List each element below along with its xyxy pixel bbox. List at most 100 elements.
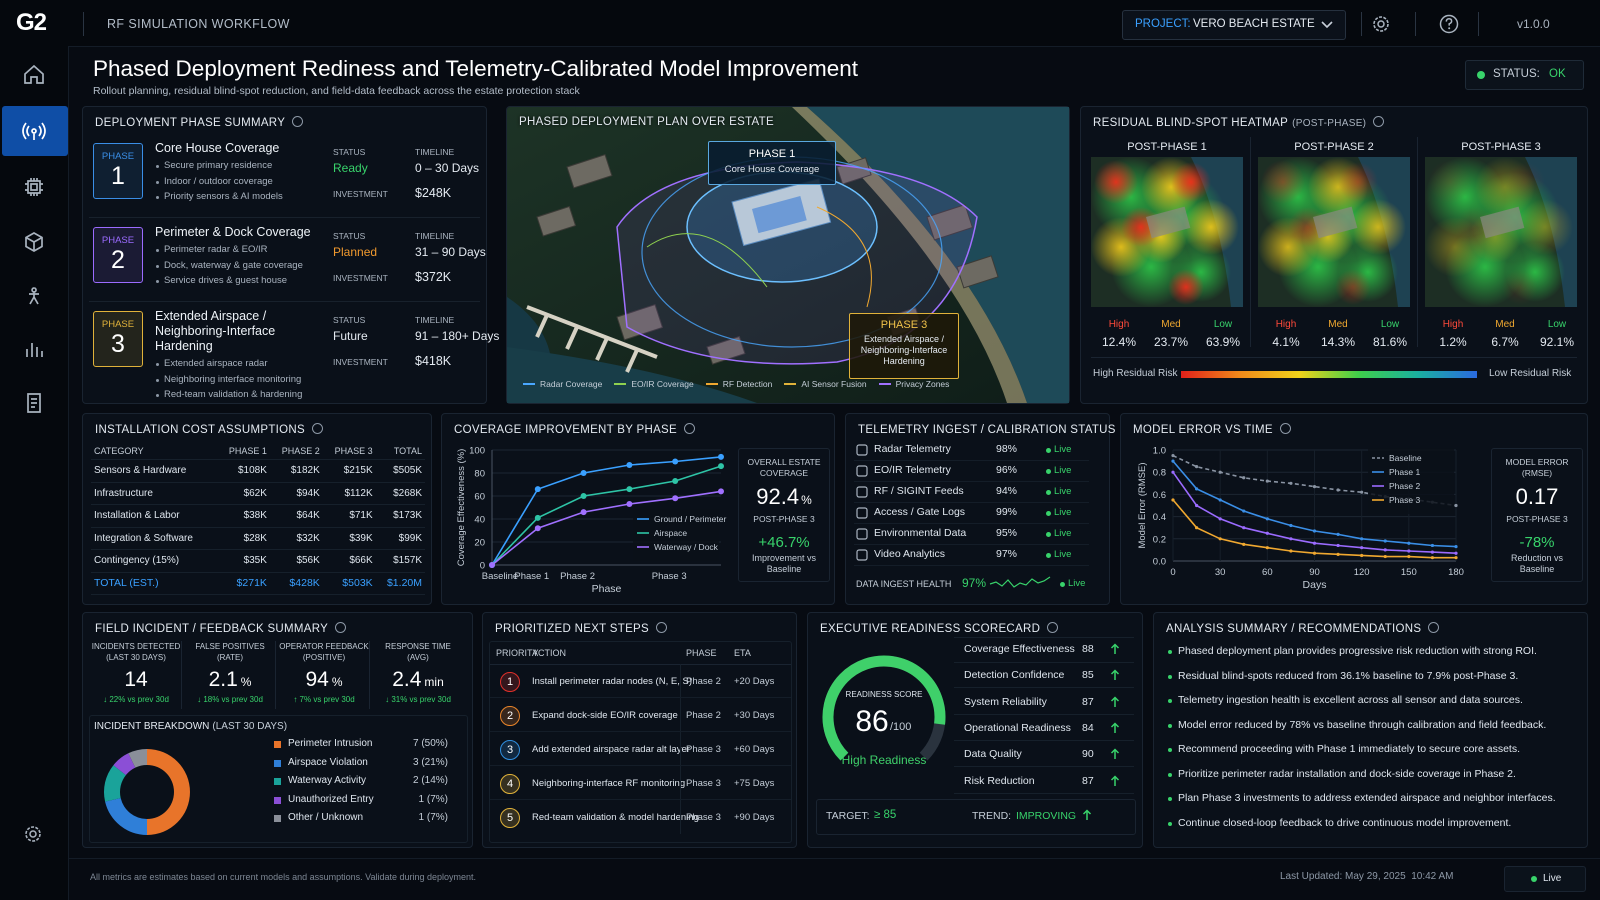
- column-header: PHASE: [686, 648, 717, 658]
- data-point: [580, 509, 587, 516]
- data-point: [1407, 554, 1411, 559]
- column-divider: [680, 732, 681, 766]
- help-button[interactable]: [1438, 13, 1460, 35]
- settings-button[interactable]: [1370, 13, 1392, 35]
- phase-bullet: Indoor / outdoor coverage: [155, 174, 325, 190]
- phase-info: Extended Airspace / Neighboring-Interfac…: [155, 309, 325, 403]
- cell: $94K: [269, 482, 323, 505]
- kpi-delta: ↑ 7% vs prev 30d: [293, 695, 355, 704]
- donut-chart: [104, 749, 190, 835]
- legend-item: RF Detection: [705, 379, 772, 389]
- heatmap-level: Low: [1380, 319, 1400, 330]
- cell: $66K: [322, 549, 376, 573]
- legend-label: Unauthorized Entry: [288, 793, 374, 805]
- phase-name: Perimeter & Dock Coverage: [155, 225, 311, 239]
- sidebar-settings[interactable]: [22, 823, 44, 845]
- title-suffix: (POST-PHASE): [1292, 118, 1367, 129]
- nav-glyph: [24, 64, 44, 84]
- cell: PHASE 3: [322, 442, 376, 460]
- step-phase: Phase 2: [686, 710, 721, 721]
- live-dot: [1046, 553, 1051, 558]
- phase-number: 3: [111, 330, 125, 358]
- legend-swatch: [274, 796, 281, 804]
- nav-icon[interactable]: [22, 337, 46, 361]
- model-error-panel: MODEL ERROR VS TIME 0.0 0.2 0.4 0.6 0.8 1.0 0 30…: [1120, 413, 1588, 605]
- cost-panel: INSTALLATION COST ASSUMPTIONS CATEGORY PHA…: [82, 413, 432, 605]
- footer-note: All metrics are estimates based on curre…: [90, 872, 477, 882]
- status-dot: [1477, 71, 1485, 79]
- phase-number: 1: [111, 162, 125, 190]
- row-divider: [490, 731, 791, 732]
- summary-change-label: Reduction vs Baseline: [1510, 553, 1564, 574]
- score-name: Data Quality: [964, 748, 1022, 761]
- value-label: 7 (50%): [412, 738, 448, 749]
- trend-value: IMPROVING: [1016, 810, 1077, 822]
- y-tick-label: 1.0: [1153, 446, 1166, 457]
- health-value: 97%: [962, 576, 987, 590]
- data-point: [672, 458, 679, 465]
- kpi-card: RESPONSE TIME (AVG) 2.4 min ↓ 31% vs prev 30…: [373, 641, 463, 709]
- x-tick-label: 60: [1262, 567, 1273, 578]
- row-divider: [854, 502, 1089, 503]
- recommendation: Model error reduced by 78% vs baseline t…: [1178, 718, 1547, 731]
- title-suffix: (LAST 30 DAYS): [212, 721, 288, 732]
- step-eta: +90 Days: [734, 812, 775, 823]
- data-point: [1360, 490, 1364, 494]
- source-icon: [856, 507, 868, 519]
- page-subtitle: Rollout planning, residual blind-spot re…: [93, 85, 580, 97]
- nav-icon[interactable]: [22, 283, 46, 307]
- live-dot: [1060, 582, 1065, 587]
- data-point: [1312, 529, 1317, 533]
- score-row: [954, 637, 1134, 663]
- legend-label: Phase 3: [1389, 495, 1420, 505]
- scale-label: High Residual Risk: [1093, 368, 1178, 379]
- kpi-unit: %: [331, 675, 343, 689]
- data-point: [1289, 537, 1293, 541]
- nav-icon[interactable]: [22, 62, 46, 86]
- kpi-value: 94%: [305, 668, 343, 691]
- scale-label: Low Residual Risk: [1489, 368, 1572, 379]
- source-icon: [856, 549, 868, 561]
- nav-icon[interactable]: [22, 230, 46, 254]
- heatmap-value: 81.6%: [1372, 335, 1408, 349]
- project-selector[interactable]: PROJECT: VERO BEACH ESTATE: [1122, 10, 1346, 40]
- nav-icon[interactable]: [22, 119, 46, 143]
- cell: $182K: [269, 459, 323, 483]
- heatmap-level: High: [1108, 319, 1130, 330]
- info-icon: [335, 622, 347, 633]
- heat-blob: [1094, 160, 1138, 204]
- investment-label: INVESTMENT: [333, 357, 388, 367]
- score-row: [954, 690, 1134, 715]
- status-label: STATUS: [333, 147, 366, 157]
- data-point: [1454, 503, 1458, 508]
- panel-title: PRIORITIZED NEXT STEPS: [495, 622, 667, 635]
- data-point: [718, 488, 724, 495]
- source-name: Radar Telemetry: [874, 443, 951, 455]
- x-tick-label: 150: [1401, 567, 1417, 578]
- x-tick-label: Baseline: [482, 571, 518, 582]
- info-icon: [1373, 116, 1385, 127]
- summary-change-label: Improvement vs Baseline: [751, 553, 817, 574]
- data-point: [1360, 546, 1364, 550]
- icon-box: [856, 507, 868, 519]
- nav-icon[interactable]: [22, 391, 46, 415]
- nav-icon[interactable]: [22, 175, 46, 199]
- heatmap-image: [1258, 157, 1410, 307]
- source-icon: [856, 528, 868, 540]
- legend-item: Privacy Zones: [878, 379, 949, 389]
- panel-title: DEPLOYMENT PHASE SUMMARY: [95, 116, 304, 129]
- data-point: [1171, 453, 1175, 458]
- phase-bullet: Priority sensors & AI models: [155, 189, 325, 205]
- help-ring: [1439, 14, 1459, 34]
- bullet-dot: [1168, 650, 1172, 654]
- cell: $505K: [375, 459, 425, 483]
- source-name: EO/IR Telemetry: [874, 464, 951, 476]
- cell: Contingency (15%): [91, 549, 218, 573]
- phase-timeline: 91 – 180+ Days: [415, 329, 500, 343]
- legend-label: EO/IR Coverage: [631, 379, 694, 389]
- data-point: [626, 486, 633, 493]
- heatmap-level: Low: [1547, 319, 1567, 330]
- trend-arrow: [1110, 774, 1120, 786]
- help-dot: [1448, 27, 1451, 30]
- arrow: [1110, 774, 1120, 786]
